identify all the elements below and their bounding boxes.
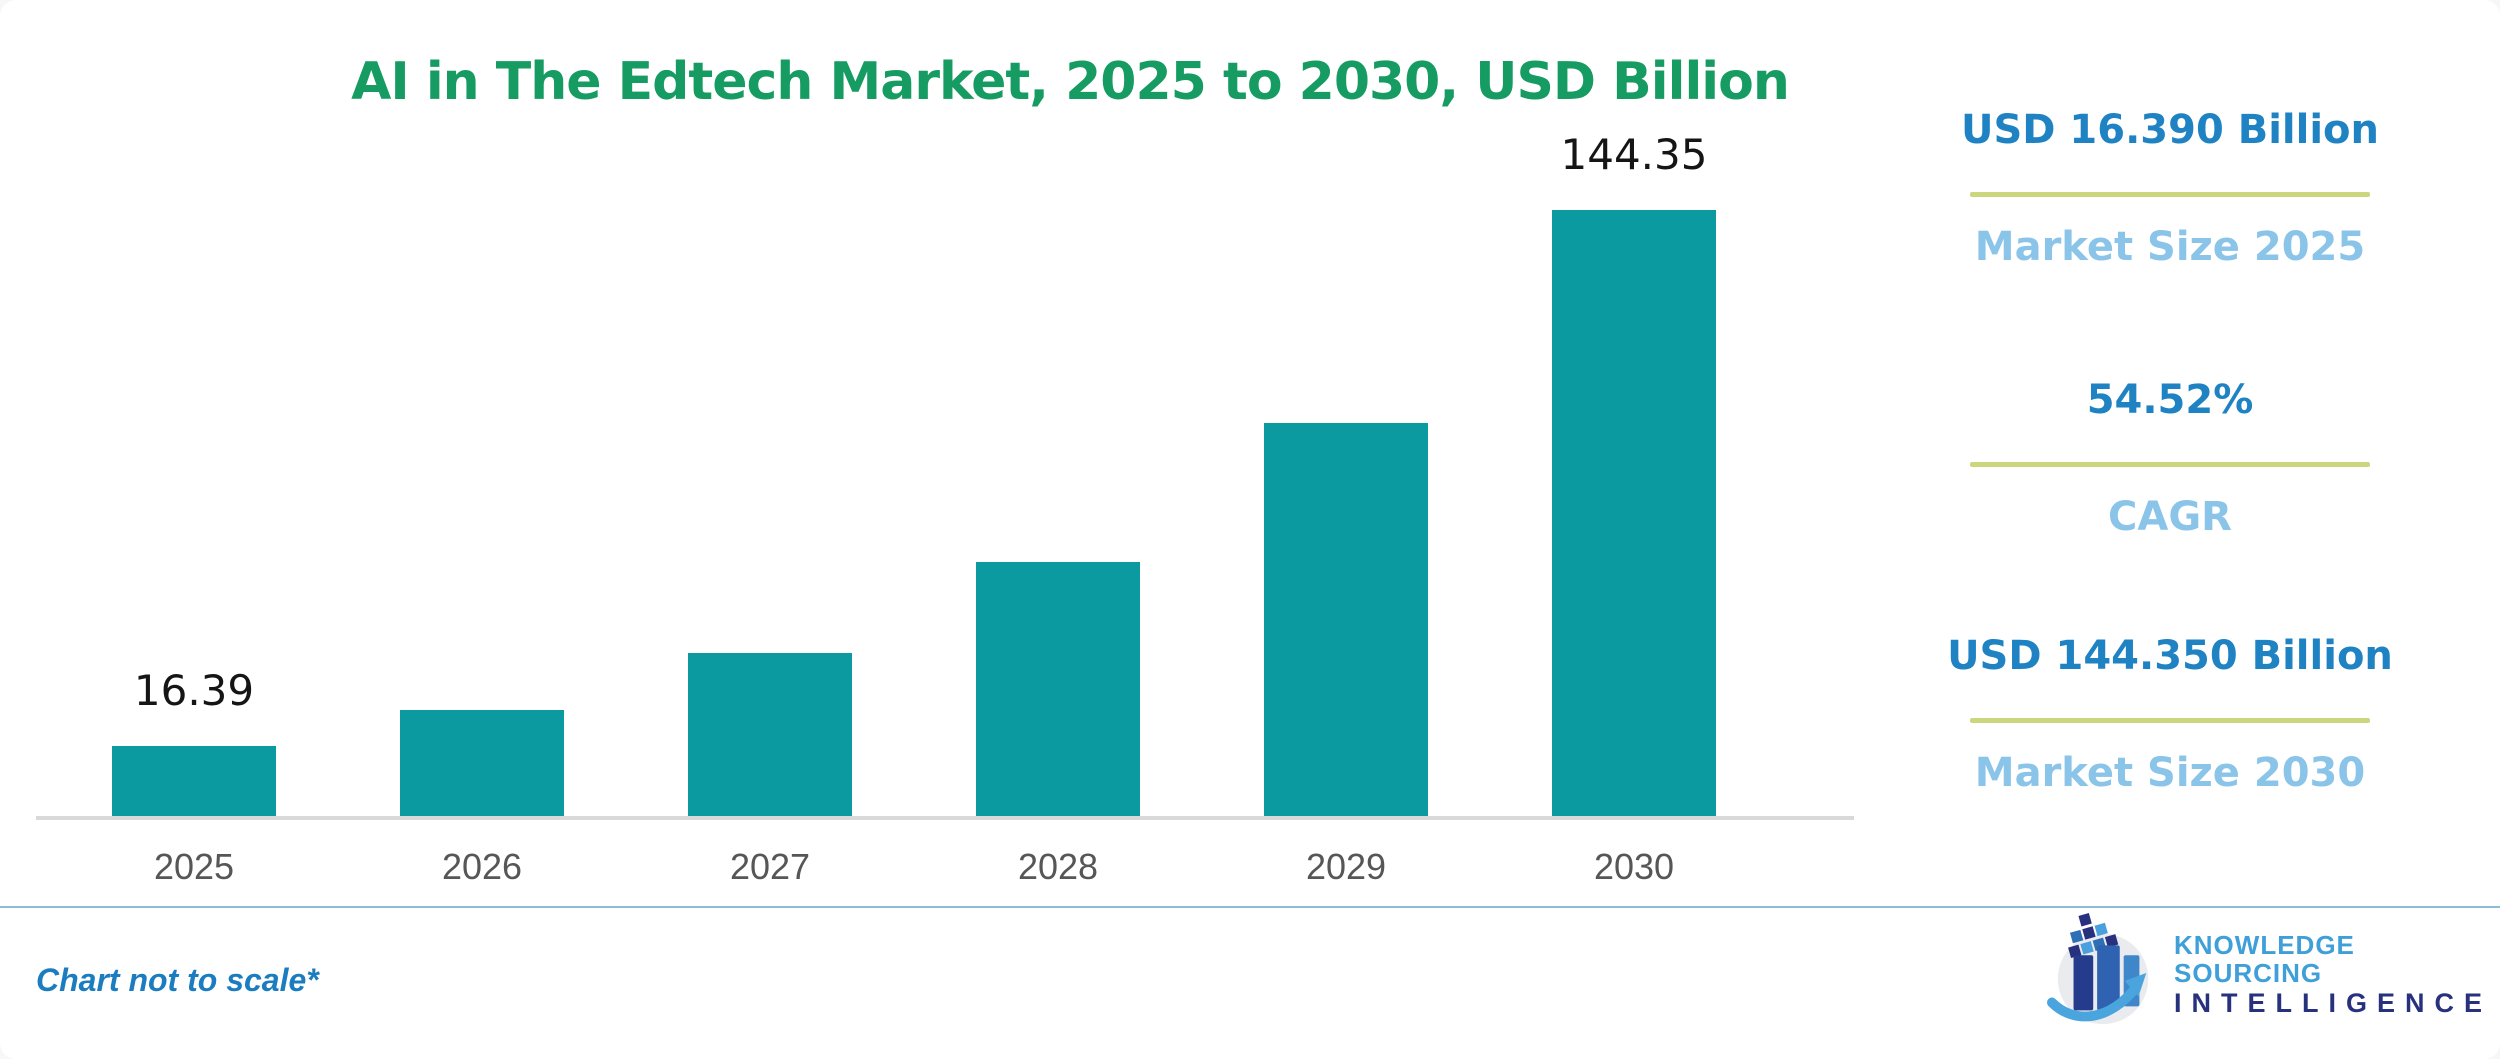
stat-label-2030: Market Size 2030: [1974, 750, 2366, 796]
logo-line1: KNOWLEDGE SOURCING: [2174, 929, 2355, 988]
x-axis-line: [36, 816, 1854, 820]
stat-divider: [1970, 718, 2370, 723]
x-tick-2025: 2025: [153, 846, 235, 887]
x-tick-2026: 2026: [441, 846, 523, 887]
logo-globe-bars-icon: [2046, 912, 2164, 1035]
chart-footnote: Chart not to scale*: [36, 962, 319, 998]
stat-market-size-2030: USD 144.350 Billion Market Size 2030: [1890, 628, 2450, 801]
bar-2028: [976, 562, 1140, 818]
bar-2026: [400, 710, 564, 818]
x-tick-2029: 2029: [1305, 846, 1387, 887]
bar-2029: [1264, 423, 1428, 818]
x-tick-2030: 2030: [1593, 846, 1675, 887]
x-tick-2028: 2028: [1017, 846, 1099, 887]
stat-label-2025: Market Size 2025: [1974, 224, 2366, 270]
stat-value-2025: USD 16.390 Billion: [1961, 107, 2379, 153]
bar-value-2025: 16.39: [133, 666, 255, 715]
x-tick-2027: 2027: [729, 846, 811, 887]
stat-divider: [1970, 192, 2370, 197]
bar-value-2030: 144.35: [1560, 130, 1708, 179]
bar-2025: [112, 746, 276, 818]
company-logo: KNOWLEDGE SOURCING INTELLIGENCE: [2046, 912, 2500, 1035]
logo-text: KNOWLEDGE SOURCING INTELLIGENCE: [2174, 931, 2500, 1017]
chart-title: AI in The Edtech Market, 2025 to 2030, U…: [351, 52, 1790, 112]
stat-value-2030: USD 144.350 Billion: [1947, 633, 2393, 679]
bar-2030: [1552, 210, 1716, 818]
stat-value-cagr: 54.52%: [2086, 377, 2254, 423]
stat-label-cagr: CAGR: [2108, 494, 2232, 540]
stat-cagr: 54.52% CAGR: [1890, 372, 2450, 545]
footer-divider-line: [0, 906, 2500, 908]
logo-line2: INTELLIGENCE: [2174, 987, 2493, 1018]
bar-2027: [688, 653, 852, 818]
stat-market-size-2025: USD 16.390 Billion Market Size 2025: [1890, 102, 2450, 275]
stat-divider: [1970, 462, 2370, 467]
